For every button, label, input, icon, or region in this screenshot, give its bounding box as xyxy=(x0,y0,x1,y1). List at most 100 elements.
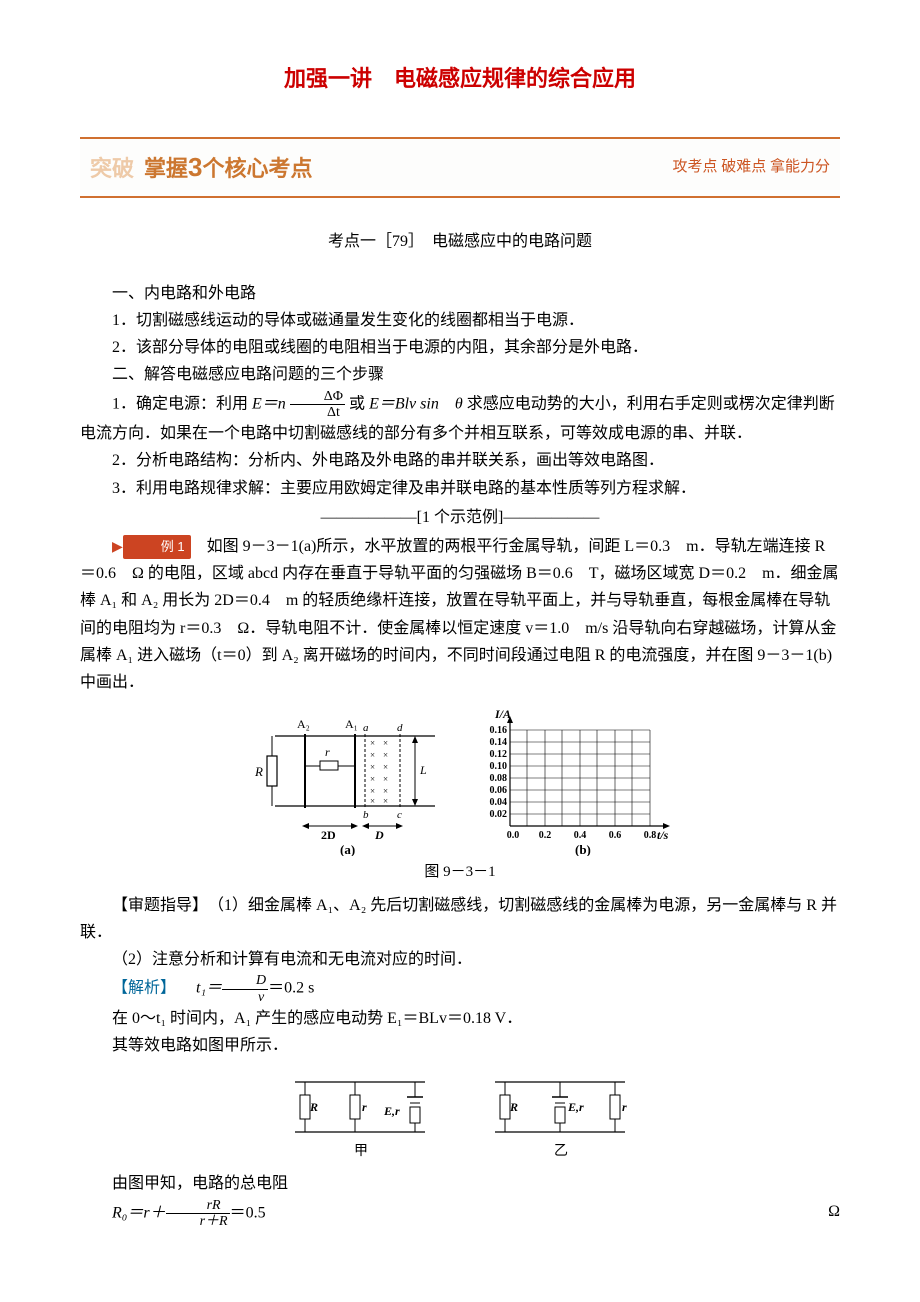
jiexi-1-den: v xyxy=(222,990,268,1005)
circuit-jia: R r E,r 甲 xyxy=(280,1067,440,1162)
label-A2: A₂ xyxy=(297,717,310,731)
p3-fraction: ΔΦ Δt xyxy=(290,389,345,421)
diagram-b: I/A t/s xyxy=(465,706,675,856)
shenti-1: 【审题指导】 （1）细金属棒 A₁、A₂ 先后切割磁感线，切割磁感线的金属棒为电… xyxy=(80,892,840,946)
jiexi-5-num: rR xyxy=(166,1198,230,1214)
circ-a-cap: 甲 xyxy=(354,1144,368,1159)
svg-text:×: × xyxy=(383,762,388,772)
kaodian-title: 考点一［79］ 电磁感应中的电路问题 xyxy=(80,228,840,255)
label-b: b xyxy=(363,809,369,821)
label-2D: 2D xyxy=(321,828,336,842)
jiexi-5-unit: Ω xyxy=(796,1198,840,1225)
ytick-0: 0.02 xyxy=(490,809,508,820)
para-1: 1．切割磁感线运动的导体或磁通量发生变化的线圈都相当于电源． xyxy=(80,307,840,334)
main-title: 加强一讲 电磁感应规律的综合应用 xyxy=(80,60,840,97)
circuit-yi: R E,r r 乙 xyxy=(480,1067,640,1162)
dash-line: ——————[1 个示范例]—————— xyxy=(80,504,840,531)
xtick-3: 0.6 xyxy=(609,830,622,841)
circ-b-R: R xyxy=(509,1100,518,1114)
svg-text:×: × xyxy=(370,762,375,772)
svg-text:×: × xyxy=(383,738,388,748)
jiexi-5: R₀＝r＋ rR r＋R ＝0.5 Ω xyxy=(80,1198,840,1230)
xlabel: t/s xyxy=(657,828,669,842)
ytick-4: 0.10 xyxy=(490,761,508,772)
header-main: 掌握3个核心考点 xyxy=(144,145,313,189)
header-tupo: 突破 xyxy=(90,150,134,187)
equivalent-circuits: R r E,r 甲 R xyxy=(80,1067,840,1162)
shenti-2: （2）注意分析和计算有电流和无电流对应的时间． xyxy=(80,946,840,973)
example-arrow-icon: ▶ xyxy=(112,540,123,555)
caption-b: (b) xyxy=(575,842,591,856)
header-post: 个核心考点 xyxy=(203,156,313,181)
jiexi-5-pre: R₀＝r＋ xyxy=(112,1204,166,1221)
svg-text:×: × xyxy=(370,796,375,806)
p3-eq-left: E＝n xyxy=(252,395,286,412)
jiexi-5-post: ＝0.5 xyxy=(230,1204,266,1221)
label-c: c xyxy=(397,809,402,821)
shenti-label: 【审题指导】 xyxy=(112,897,200,914)
svg-text:×: × xyxy=(370,738,375,748)
para-5: 3．利用电路规律求解：主要应用欧姆定律及串并联电路的基本性质等列方程求解． xyxy=(80,475,840,502)
svg-text:×: × xyxy=(383,786,388,796)
xtick-0: 0.0 xyxy=(507,830,520,841)
para-2: 2．该部分导体的电阻或线圈的电阻相当于电源的内阻，其余部分是外电路． xyxy=(80,334,840,361)
svg-text:×: × xyxy=(370,750,375,760)
xtick-4: 0.8 xyxy=(644,830,657,841)
jiexi-5-frac: rR r＋R xyxy=(166,1198,230,1230)
circ-b-Er: E,r xyxy=(567,1100,584,1114)
svg-text:×: × xyxy=(383,774,388,784)
label-A1: A₁ xyxy=(345,717,358,731)
circ-b-cap: 乙 xyxy=(554,1143,568,1159)
jiexi-line-1: 【解析】 t₁＝ D v ＝0.2 s xyxy=(80,973,840,1005)
jiexi-1-pre: t₁＝ xyxy=(180,980,222,997)
circ-a-r: r xyxy=(362,1100,367,1114)
svg-text:×: × xyxy=(383,750,388,760)
p3a: 1．确定电源：利用 xyxy=(112,395,248,412)
circ-a-Er: E,r xyxy=(383,1104,400,1118)
header-num: 3 xyxy=(188,152,202,182)
example-body: 如图 9－3－1(a)所示，水平放置的两根平行金属导轨，间距 L＝0.3 m．导… xyxy=(80,538,839,691)
label-r: r xyxy=(325,745,330,759)
p3-eq-right: E＝Blv sin θ xyxy=(369,395,463,412)
label-D: D xyxy=(374,828,384,842)
p3-frac-den: Δt xyxy=(290,405,345,420)
svg-text:×: × xyxy=(370,786,375,796)
header-pre: 掌握 xyxy=(144,156,188,181)
ylabel: I/A xyxy=(494,707,511,721)
para-3: 1．确定电源：利用 E＝n ΔΦ Δt 或 E＝Blv sin θ 求感应电动势… xyxy=(80,389,840,448)
label-d: d xyxy=(397,722,403,734)
diagram-a: R A₂ r A₁ a d b c ×× ×× ×× ×× xyxy=(245,706,445,856)
caption-a: (a) xyxy=(340,842,355,856)
heading-2: 二、解答电磁感应电路问题的三个步骤 xyxy=(80,361,840,388)
jiexi-4: 由图甲知，电路的总电阻 xyxy=(80,1170,840,1197)
xtick-1: 0.2 xyxy=(539,830,552,841)
p3b: 或 xyxy=(349,395,365,412)
ytick-6: 0.14 xyxy=(490,737,508,748)
section-header-right: 攻考点 破难点 拿能力分 xyxy=(672,155,830,181)
ytick-3: 0.08 xyxy=(490,773,508,784)
para-4: 2．分析电路结构：分析内、外电路及外电路的串并联关系，画出等效电路图． xyxy=(80,447,840,474)
label-L: L xyxy=(419,763,427,777)
jiexi-1-num: D xyxy=(222,973,268,989)
circ-b-r: r xyxy=(622,1100,627,1114)
jiexi-1-frac: D v xyxy=(222,973,268,1005)
section-header-left: 突破 掌握3个核心考点 xyxy=(90,145,313,189)
example-label: 例 1 xyxy=(123,535,191,559)
jiexi-2: 在 0～t₁ 时间内，A₁ 产生的感应电动势 E₁＝BLv＝0.18 V． xyxy=(80,1005,840,1032)
ytick-1: 0.04 xyxy=(490,797,508,808)
label-R: R xyxy=(254,764,263,779)
page: 加强一讲 电磁感应规律的综合应用 突破 掌握3个核心考点 攻考点 破难点 拿能力… xyxy=(0,0,920,1289)
jiexi-label: 【解析】 xyxy=(112,980,176,997)
figure-caption: 图 9－3－1 xyxy=(80,860,840,886)
jiexi-3: 其等效电路如图甲所示． xyxy=(80,1032,840,1059)
jiexi-5-den: r＋R xyxy=(166,1214,230,1229)
jiexi-1-post: ＝0.2 s xyxy=(268,980,314,997)
ytick-2: 0.06 xyxy=(490,785,508,796)
p3-frac-num: ΔΦ xyxy=(290,389,345,405)
ytick-7: 0.16 xyxy=(490,725,508,736)
xtick-2: 0.4 xyxy=(574,830,587,841)
figure-9-3-1: R A₂ r A₁ a d b c ×× ×× ×× ×× xyxy=(80,706,840,856)
example-para: ▶例 1 如图 9－3－1(a)所示，水平放置的两根平行金属导轨，间距 L＝0.… xyxy=(80,533,840,696)
svg-text:×: × xyxy=(383,796,388,806)
ytick-5: 0.12 xyxy=(490,749,508,760)
